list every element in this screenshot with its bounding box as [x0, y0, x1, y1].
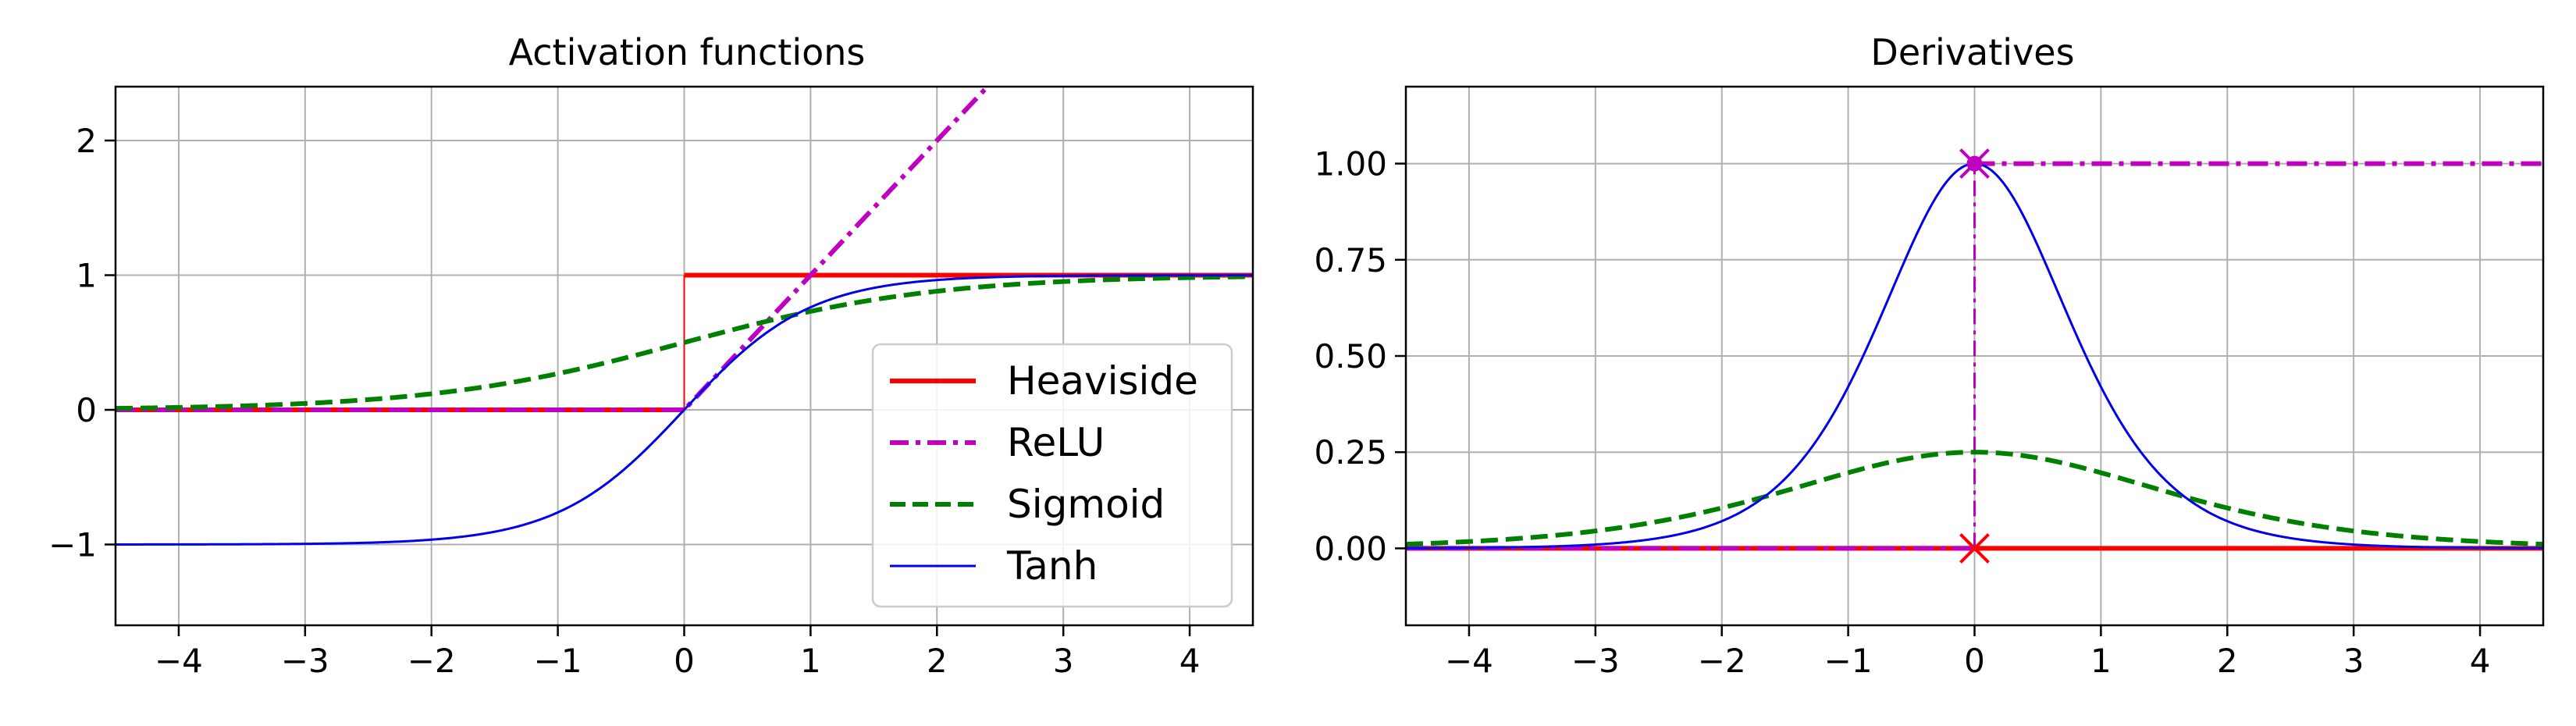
x-tick-label: 2 [2217, 642, 2238, 680]
legend-entries: Heaviside ReLU Sigmoid Tanh [890, 358, 1198, 589]
y-tick-label: −1 [48, 526, 97, 564]
legend-label: Tanh [1006, 543, 1098, 589]
legend-label: Sigmoid [1007, 482, 1165, 527]
x-tick-label: 0 [674, 642, 695, 680]
x-tick-label: −2 [407, 642, 456, 680]
y-tick-label: 1 [76, 257, 97, 295]
legend-label: ReLU [1007, 420, 1105, 465]
x-tick-label: 4 [2470, 642, 2491, 680]
y-tick-label: 0 [76, 391, 97, 429]
x-tick-label: 3 [2343, 642, 2364, 680]
x-marker [1959, 533, 1990, 564]
y-tick-label: 1.00 [1314, 145, 1387, 183]
legend: Heaviside ReLU Sigmoid Tanh [871, 343, 1233, 608]
x-tick-label: 2 [927, 642, 948, 680]
x-tick-label: 1 [2090, 642, 2112, 680]
activation-functions-panel: Activation functions −4 −3 −2 −1 0 1 2 3 4−1012 … [48, 31, 1254, 680]
x-tick-label: −3 [1571, 642, 1620, 680]
y-tick-label: 0.25 [1314, 433, 1387, 472]
axis-ticks: −4 −3 −2 −1 0 1 2 3 4 −1 0 1 2 [48, 122, 1200, 680]
legend-box [871, 343, 1233, 608]
derivatives-panel: Derivatives −4 −3 −2 −1 0 1 2 3 4 0.00 0.25 0.50 0.7… [1314, 31, 2545, 680]
x-tick-label: −2 [1698, 642, 1746, 680]
x-tick-label: 0 [1964, 642, 1985, 680]
point-markers [1959, 148, 1990, 564]
chart-title: Derivatives [1870, 31, 2074, 73]
series-line-sigmoid [116, 274, 1253, 411]
x-tick-label: −4 [155, 642, 203, 680]
x-tick-label: 1 [800, 642, 821, 680]
axis-ticks: −4 −3 −2 −1 0 1 2 3 4 0.00 0.25 0.50 0.75 1.00 [1314, 145, 2490, 680]
legend-label: Heaviside [1007, 358, 1198, 404]
y-tick-label: 0.50 [1314, 337, 1387, 375]
x-tick-label: −1 [1824, 642, 1873, 680]
y-tick-label: 2 [76, 122, 97, 160]
x-tick-label: −4 [1445, 642, 1493, 680]
y-tick-label: 0.00 [1314, 529, 1387, 568]
series-line-tanh [116, 274, 1253, 546]
x-tick-label: 4 [1179, 642, 1201, 680]
plot-lines [116, 87, 1253, 546]
x-tick-label: −3 [281, 642, 329, 680]
series-line-sigmoid_derivative [1406, 450, 2543, 547]
chart-title: Activation functions [509, 31, 866, 73]
dot-marker [1966, 155, 1983, 172]
x-tick-label: 3 [1053, 642, 1074, 680]
y-tick-label: 0.75 [1314, 241, 1387, 279]
x-tick-label: −1 [534, 642, 582, 680]
